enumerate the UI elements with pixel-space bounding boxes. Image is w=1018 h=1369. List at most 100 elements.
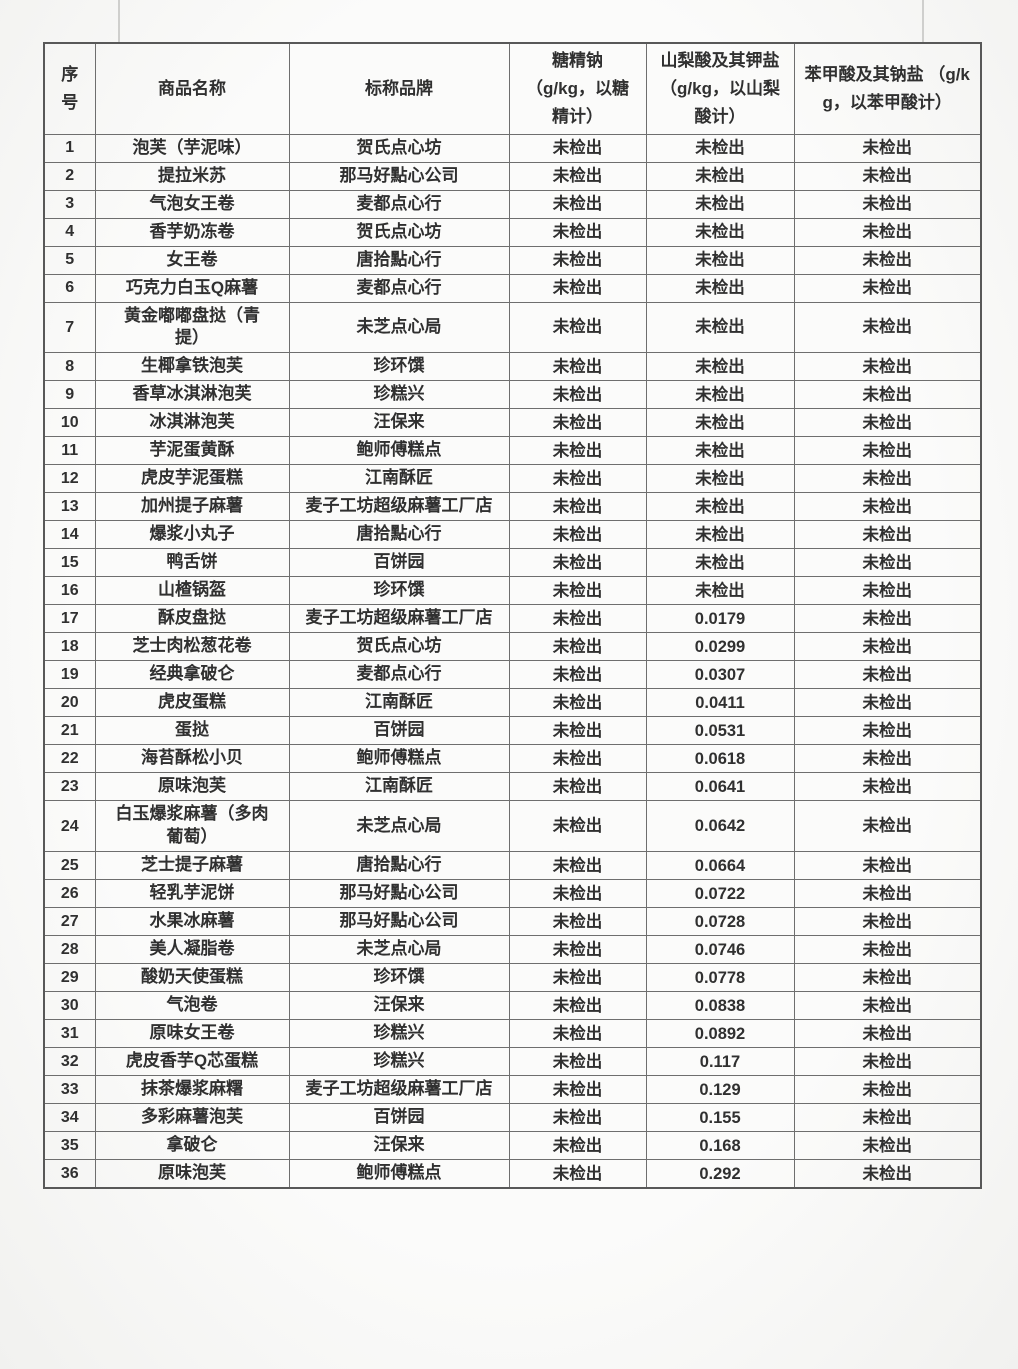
cell-benzoic: 未检出 [793, 189, 982, 219]
table-row: 8 生椰拿铁泡芙 珍环馔 未检出 未检出 未检出 [43, 352, 982, 382]
cell-sorbic: 0.0892 [645, 1019, 795, 1049]
cell-name: 轻乳芋泥饼 [94, 879, 290, 909]
table-row: 5 女王卷 唐拾點心行 未检出 未检出 未检出 [43, 245, 982, 275]
cell-sorbic: 0.0642 [645, 800, 795, 853]
cell-benzoic: 未检出 [793, 408, 982, 438]
cell-index: 7 [43, 301, 96, 354]
table-row: 10 冰淇淋泡芙 汪保来 未检出 未检出 未检出 [43, 408, 982, 438]
cell-brand: 鲍师傅糕点 [288, 744, 510, 774]
table-row: 28 美人凝脂卷 未芝点心局 未检出 0.0746 未检出 [43, 935, 982, 965]
cell-saccharin: 未检出 [508, 301, 647, 354]
table-row: 17 酥皮盘挞 麦子工坊超级麻薯工厂店 未检出 0.0179 未检出 [43, 604, 982, 634]
cell-benzoic: 未检出 [793, 1075, 982, 1105]
cell-benzoic: 未检出 [793, 963, 982, 993]
table-row: 29 酸奶天使蛋糕 珍环馔 未检出 0.0778 未检出 [43, 963, 982, 993]
cell-index: 33 [43, 1075, 96, 1105]
cell-sorbic: 未检出 [645, 380, 795, 410]
cell-sorbic: 未检出 [645, 161, 795, 191]
cell-brand: 唐拾點心行 [288, 520, 510, 550]
table-row: 24 白玉爆浆麻薯（多肉 葡萄） 未芝点心局 未检出 0.0642 未检出 [43, 800, 982, 853]
cell-brand: 珍糕兴 [288, 1047, 510, 1077]
cell-name: 鸭舌饼 [94, 548, 290, 578]
cell-name: 虎皮蛋糕 [94, 688, 290, 718]
cell-saccharin: 未检出 [508, 800, 647, 853]
cell-benzoic: 未检出 [793, 1159, 982, 1189]
cell-brand: 珍糕兴 [288, 1019, 510, 1049]
cell-sorbic: 0.0411 [645, 688, 795, 718]
cell-benzoic: 未检出 [793, 744, 982, 774]
cell-sorbic: 未检出 [645, 492, 795, 522]
table-row: 15 鸭舌饼 百饼园 未检出 未检出 未检出 [43, 548, 982, 578]
additive-test-results-table: 序 号商品名称 标称品牌 糖精钠 （g/kg，以糖 精计） 山梨酸及其钾盐 （g/kg… [43, 42, 982, 1190]
cell-index: 29 [43, 963, 96, 993]
cell-name: 抹茶爆浆麻糬 [94, 1075, 290, 1105]
cell-saccharin: 未检出 [508, 133, 647, 163]
column-header-index: 序 号 [43, 42, 96, 135]
cell-brand: 唐拾點心行 [288, 245, 510, 275]
cell-benzoic: 未检出 [793, 604, 982, 634]
cell-name: 加州提子麻薯 [94, 492, 290, 522]
table-row: 26 轻乳芋泥饼 那马好點心公司 未检出 0.0722 未检出 [43, 879, 982, 909]
cell-index: 2 [43, 161, 96, 191]
cell-index: 21 [43, 716, 96, 746]
cell-saccharin: 未检出 [508, 1075, 647, 1105]
table-header-row: 序 号商品名称 标称品牌 糖精钠 （g/kg，以糖 精计） 山梨酸及其钾盐 （g/kg… [43, 42, 982, 135]
cell-saccharin: 未检出 [508, 1047, 647, 1077]
cell-name: 泡芙（芋泥味） [94, 133, 290, 163]
cell-saccharin: 未检出 [508, 716, 647, 746]
cell-index: 1 [43, 133, 96, 163]
cell-sorbic: 未检出 [645, 189, 795, 219]
cell-name: 美人凝脂卷 [94, 935, 290, 965]
cell-benzoic: 未检出 [793, 935, 982, 965]
cell-index: 13 [43, 492, 96, 522]
table-row: 6 巧克力白玉Q麻薯 麦都点心行 未检出 未检出 未检出 [43, 273, 982, 303]
table-row: 27 水果冰麻薯 那马好點心公司 未检出 0.0728 未检出 [43, 907, 982, 937]
cell-name: 芋泥蛋黄酥 [94, 436, 290, 466]
cell-name: 气泡卷 [94, 991, 290, 1021]
cell-benzoic: 未检出 [793, 800, 982, 853]
cell-sorbic: 0.155 [645, 1103, 795, 1133]
cell-name: 香芋奶冻卷 [94, 217, 290, 247]
cell-saccharin: 未检出 [508, 772, 647, 802]
cell-brand: 江南酥匠 [288, 688, 510, 718]
cell-index: 32 [43, 1047, 96, 1077]
cell-sorbic: 未检出 [645, 548, 795, 578]
cell-saccharin: 未检出 [508, 189, 647, 219]
cell-index: 4 [43, 217, 96, 247]
cell-benzoic: 未检出 [793, 576, 982, 606]
cell-saccharin: 未检出 [508, 273, 647, 303]
cell-saccharin: 未检出 [508, 688, 647, 718]
cell-benzoic: 未检出 [793, 273, 982, 303]
cell-sorbic: 未检出 [645, 245, 795, 275]
table-row: 18 芝士肉松葱花卷 贺氏点心坊 未检出 0.0299 未检出 [43, 632, 982, 662]
cell-name: 香草冰淇淋泡芙 [94, 380, 290, 410]
cell-sorbic: 0.292 [645, 1159, 795, 1189]
cell-index: 3 [43, 189, 96, 219]
cell-index: 8 [43, 352, 96, 382]
cell-benzoic: 未检出 [793, 352, 982, 382]
cell-name: 芝士肉松葱花卷 [94, 632, 290, 662]
cell-index: 15 [43, 548, 96, 578]
cell-sorbic: 未检出 [645, 133, 795, 163]
cell-brand: 百饼园 [288, 716, 510, 746]
cell-saccharin: 未检出 [508, 963, 647, 993]
cell-brand: 汪保来 [288, 991, 510, 1021]
cell-brand: 珍环馔 [288, 576, 510, 606]
cell-index: 19 [43, 660, 96, 690]
cell-sorbic: 0.117 [645, 1047, 795, 1077]
cell-brand: 江南酥匠 [288, 464, 510, 494]
cell-benzoic: 未检出 [793, 161, 982, 191]
cell-index: 30 [43, 991, 96, 1021]
cell-brand: 汪保来 [288, 408, 510, 438]
cell-sorbic: 未检出 [645, 352, 795, 382]
cell-brand: 麦都点心行 [288, 660, 510, 690]
cell-brand: 贺氏点心坊 [288, 217, 510, 247]
cell-brand: 麦子工坊超级麻薯工厂店 [288, 604, 510, 634]
cell-saccharin: 未检出 [508, 217, 647, 247]
cell-brand: 那马好點心公司 [288, 907, 510, 937]
cell-saccharin: 未检出 [508, 408, 647, 438]
cell-name: 蛋挞 [94, 716, 290, 746]
cell-name: 黄金嘟嘟盘挞（青 提） [94, 301, 290, 354]
cell-brand: 百饼园 [288, 1103, 510, 1133]
column-header-benzoic: 苯甲酸及其钠盐 （g/k g，以苯甲酸计） [793, 42, 982, 135]
